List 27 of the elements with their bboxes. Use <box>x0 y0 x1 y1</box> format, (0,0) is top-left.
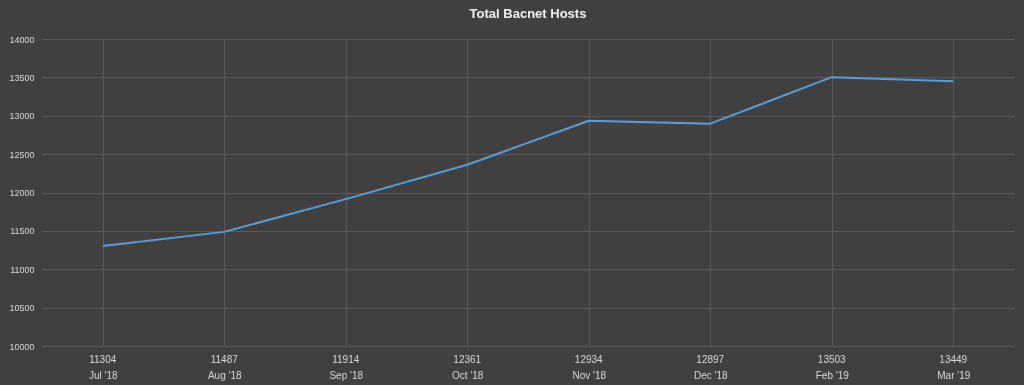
x-tick-label: Aug '18 <box>207 369 242 381</box>
y-tick-label: 11500 <box>10 226 35 237</box>
y-tick-label: 14000 <box>9 34 35 45</box>
y-tick-label: 12000 <box>9 188 35 198</box>
x-tick-label: Mar '19 <box>937 369 971 381</box>
x-tick-label: Oct '18 <box>452 369 484 381</box>
y-tick-label: 13000 <box>9 111 35 122</box>
chart-title: Total Bacnet Hosts <box>469 6 587 21</box>
line-series <box>101 76 955 247</box>
y-tick-label: 12500 <box>9 149 35 160</box>
x-tick-label: Jul '18 <box>88 369 118 381</box>
x-tick-label: Sep '18 <box>329 369 364 381</box>
data-label: 12361 <box>453 354 482 365</box>
data-label: 11304 <box>89 354 117 365</box>
data-label: 11487 <box>210 354 239 365</box>
y-tick-label: 10500 <box>9 303 35 314</box>
x-tick-label: Nov '18 <box>572 369 607 381</box>
y-tick-label: 13500 <box>9 72 35 83</box>
y-tick-label: 11000 <box>10 264 35 275</box>
x-tick-label: Dec '18 <box>693 369 728 381</box>
x-tick-label: Feb '19 <box>815 369 850 381</box>
data-label: 11914 <box>332 354 360 365</box>
data-label: 12897 <box>696 354 725 365</box>
y-tick-label: 10000 <box>9 341 35 352</box>
data-label: 13449 <box>939 354 968 365</box>
data-label: 13503 <box>817 354 847 365</box>
data-label: 12934 <box>574 354 604 365</box>
